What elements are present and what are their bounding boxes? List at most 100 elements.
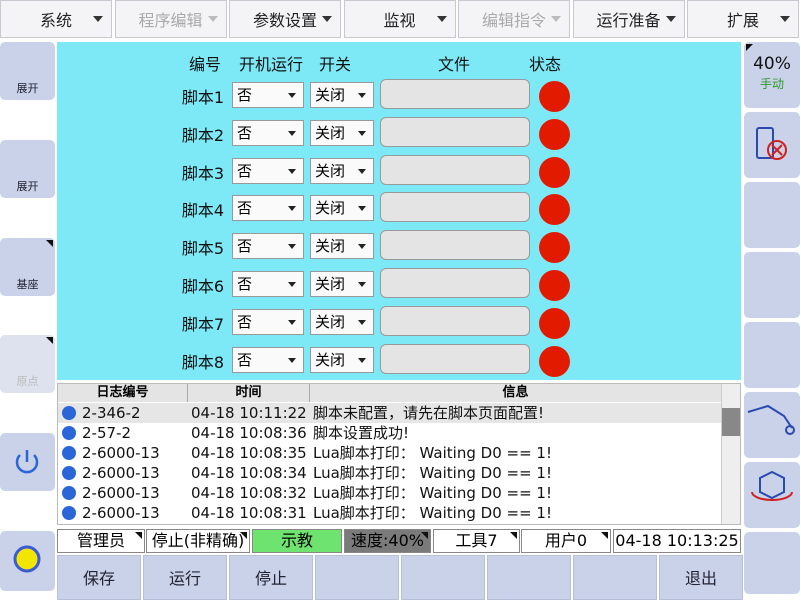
autorun-select[interactable]: 否: [232, 82, 304, 108]
script-name: 脚本1: [181, 88, 225, 107]
column-header: 编号: [188, 55, 221, 74]
menu-item[interactable]: 程序编辑: [114, 0, 227, 38]
status-dot: [539, 81, 570, 112]
dropdown-arrow: [322, 16, 332, 22]
autorun-select[interactable]: 否: [232, 119, 304, 146]
bottom-button[interactable]: 退出: [659, 555, 743, 600]
log-cell: 2-6000-13: [82, 504, 160, 522]
corner: [746, 44, 753, 51]
status-cell: 管理员: [57, 529, 145, 553]
status-dot: [539, 307, 570, 339]
status-cell: 速度:40%: [344, 529, 431, 553]
autorun-select[interactable]: 否: [232, 157, 304, 184]
autorun-select[interactable]: 否: [232, 195, 304, 222]
menu-item[interactable]: 系统: [0, 0, 112, 38]
log-cell: 04-18 10:08:34: [191, 464, 307, 482]
dropdown-arrow: [358, 357, 366, 363]
switch-select[interactable]: 关闭: [310, 271, 374, 297]
log-cell: 2-6000-13: [82, 464, 160, 482]
log-cell: Lua脚本打印： Waiting D0 == 1!: [313, 484, 552, 502]
bottom-button[interactable]: [573, 555, 657, 600]
right-button[interactable]: [744, 42, 800, 108]
dropdown-arrow: [358, 282, 366, 287]
switch-select[interactable]: 关闭: [310, 119, 374, 146]
script-name: 脚本6: [181, 277, 225, 296]
dropdown-arrow: [288, 282, 296, 287]
file-field[interactable]: [380, 116, 530, 147]
file-field[interactable]: [380, 192, 530, 223]
log-cell: 2-57-2: [82, 424, 131, 442]
script-name: 脚本2: [181, 125, 225, 145]
log-cell: 脚本设置成功!: [313, 424, 410, 442]
file-field[interactable]: [380, 268, 530, 298]
side-button[interactable]: 展开: [0, 140, 55, 198]
switch-select[interactable]: 关闭: [310, 157, 374, 184]
side-label: 原点: [16, 375, 39, 388]
column-header: 开关: [318, 55, 351, 74]
power-icon: [15, 450, 39, 474]
info-icon: [62, 506, 76, 520]
autorun-select[interactable]: 否: [232, 271, 304, 297]
side-button[interactable]: 基座: [0, 238, 55, 296]
menu-item[interactable]: 运行准备: [572, 0, 685, 38]
dropdown-arrow: [358, 168, 366, 174]
info-icon: [62, 426, 76, 440]
corner: [601, 532, 608, 539]
file-field[interactable]: [380, 305, 530, 336]
switch-select[interactable]: 关闭: [310, 233, 374, 260]
dropdown-arrow: [288, 206, 296, 212]
info-icon: [62, 486, 76, 500]
side-button[interactable]: 展开: [0, 42, 55, 100]
switch-select[interactable]: 关闭: [310, 308, 374, 335]
file-field[interactable]: [380, 230, 530, 261]
bottom-button[interactable]: [315, 555, 399, 600]
dropdown-arrow: [358, 244, 366, 250]
file-field[interactable]: [380, 79, 530, 109]
log-cell: 04-18 10:11:22: [191, 404, 307, 422]
switch-select[interactable]: 关闭: [310, 346, 374, 373]
script-name: 脚本7: [181, 314, 225, 334]
menu-item[interactable]: 编辑指令: [458, 0, 570, 38]
script-name: 脚本8: [181, 352, 225, 372]
autorun-select[interactable]: 否: [232, 233, 304, 260]
menu-item[interactable]: 参数设置: [229, 0, 341, 38]
bottom-button[interactable]: 停止: [229, 555, 313, 600]
menu-item[interactable]: 扩展: [687, 0, 799, 38]
status-dot: [539, 156, 570, 188]
status-cell: 停止(非精确): [146, 529, 250, 553]
switch-select[interactable]: 关闭: [310, 82, 374, 108]
log-cell: 04-18 10:08:36: [191, 424, 307, 442]
status-dot: [539, 270, 570, 301]
corner: [46, 337, 53, 344]
dropdown-arrow: [358, 206, 366, 212]
side-label: 基座: [16, 278, 39, 291]
bottom-button[interactable]: 保存: [57, 555, 141, 600]
bottom-button[interactable]: 运行: [143, 555, 227, 600]
log-cell: 2-6000-13: [82, 444, 160, 462]
side-button[interactable]: 原点: [0, 335, 55, 393]
mode-label: 手动: [759, 77, 784, 91]
status-dot: [539, 345, 570, 377]
file-field[interactable]: [380, 343, 530, 374]
script-name: 脚本3: [181, 163, 225, 183]
dropdown-arrow: [288, 244, 296, 250]
dropdown-arrow: [358, 130, 366, 136]
bottom-button[interactable]: [401, 555, 485, 600]
autorun-select[interactable]: 否: [232, 308, 304, 335]
column-header: 开机运行: [238, 55, 303, 74]
script-name: 脚本5: [181, 239, 225, 259]
column-header: 状态: [528, 55, 561, 74]
switch-select[interactable]: 关闭: [310, 195, 374, 222]
bottom-button[interactable]: [487, 555, 571, 600]
file-field[interactable]: [380, 154, 530, 185]
status-dot: [539, 232, 570, 264]
dropdown-arrow: [780, 16, 790, 22]
corner: [135, 532, 142, 539]
side-label: 展开: [16, 180, 39, 193]
menu-item[interactable]: 监视: [343, 0, 456, 38]
log-cell: 2-346-2: [82, 404, 141, 422]
dropdown-arrow: [288, 319, 296, 325]
autorun-select[interactable]: 否: [232, 346, 304, 373]
corner: [421, 532, 428, 539]
status-light: [13, 545, 41, 573]
